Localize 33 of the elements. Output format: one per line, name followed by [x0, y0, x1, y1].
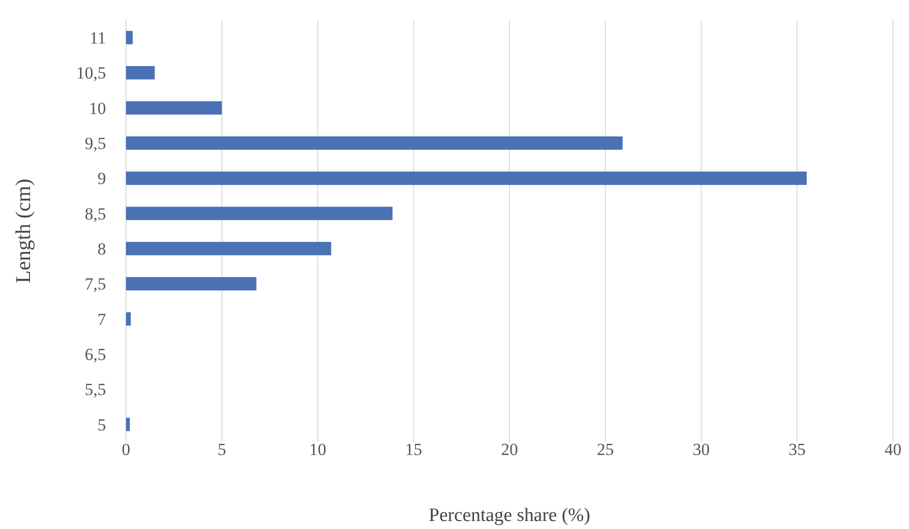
bar	[126, 66, 155, 80]
y-tick-label: 5,5	[84, 380, 106, 400]
bar	[126, 312, 131, 326]
y-tick-label: 9	[98, 169, 106, 188]
x-axis-title: Percentage share (%)	[428, 505, 590, 526]
x-tick-label: 20	[501, 440, 518, 459]
bar	[126, 136, 623, 150]
bar	[126, 242, 332, 256]
y-tick-label: 7	[98, 310, 106, 329]
y-tick-label: 10	[89, 98, 106, 118]
y-tick-label: 7,5	[84, 274, 106, 294]
x-tick-label: 35	[788, 440, 806, 459]
bar	[126, 277, 256, 290]
x-tick-label: 0	[122, 440, 130, 459]
x-tick-label: 40	[884, 440, 902, 459]
x-tick-label: 5	[218, 440, 226, 459]
y-tick-label: 6,5	[84, 345, 106, 364]
bar	[126, 206, 393, 220]
x-tick-label: 10	[309, 440, 326, 459]
y-tick-label: 5	[98, 415, 106, 434]
y-tick-label: 10,5	[76, 64, 106, 83]
y-tick-label: 8,5	[84, 204, 106, 224]
x-tick-label: 15	[405, 440, 422, 459]
bar	[126, 30, 133, 44]
y-axis-title: Length (cm)	[11, 178, 35, 284]
bar	[126, 418, 130, 432]
bar	[126, 101, 222, 115]
bar	[126, 172, 807, 185]
x-tick-label: 25	[596, 440, 614, 459]
x-tick-label: 30	[692, 440, 710, 459]
y-tick-label: 8	[98, 240, 106, 259]
y-tick-label: 9,5	[84, 134, 106, 154]
y-tick-label: 11	[90, 28, 106, 48]
